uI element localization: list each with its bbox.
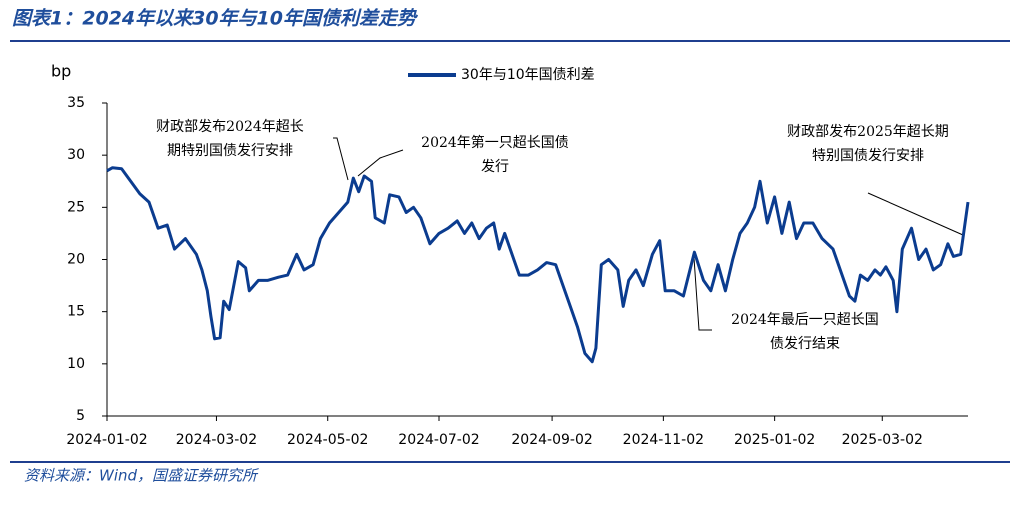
x-tick-label: 2024-11-02	[623, 432, 704, 448]
annotation: 特别国债发行安排	[812, 148, 924, 164]
arrow	[867, 192, 964, 236]
annotation: 发行	[481, 159, 509, 175]
source: 资料来源：Wind，国盛证券研究所	[24, 467, 259, 485]
x-tick-label: 2024-03-02	[176, 432, 257, 448]
annotation: 财政部发布2025年超长期	[787, 124, 949, 140]
annotation: 财政部发布2024年超长	[156, 119, 304, 135]
y-tick-label: 30	[67, 147, 85, 163]
x-tick-label: 2024-05-02	[287, 432, 368, 448]
y-tick-label: 5	[76, 408, 85, 424]
y-tick-label: 20	[67, 252, 85, 268]
x-tick-label: 2025-01-02	[734, 432, 815, 448]
chart-title: 图表1：2024年以来30年与10年国债利差走势	[12, 8, 419, 30]
x-tick-label: 2025-03-02	[842, 432, 923, 448]
y-tick-label: 25	[67, 199, 85, 215]
x-tick-label: 2024-01-02	[66, 432, 147, 448]
annotation-arrows	[333, 137, 964, 331]
x-tick-label: 2024-07-02	[398, 432, 479, 448]
y-tick-label: 10	[67, 356, 85, 372]
legend-label: 30年与10年国债利差	[461, 67, 595, 83]
arrow	[693, 257, 712, 331]
y-tick-label: 35	[67, 95, 85, 111]
y-tick-label: 15	[67, 304, 85, 320]
series-line	[106, 166, 970, 364]
annotation: 债发行结束	[770, 336, 840, 352]
annotation: 2024年最后一只超长国	[731, 312, 879, 328]
arrow	[357, 149, 404, 177]
x-tick-label: 2024-09-02	[511, 432, 592, 448]
arrow	[333, 137, 349, 181]
annotation: 期特别国债发行安排	[167, 143, 293, 159]
y-unit: bp	[51, 62, 71, 81]
annotation: 2024年第一只超长国债	[421, 134, 569, 151]
